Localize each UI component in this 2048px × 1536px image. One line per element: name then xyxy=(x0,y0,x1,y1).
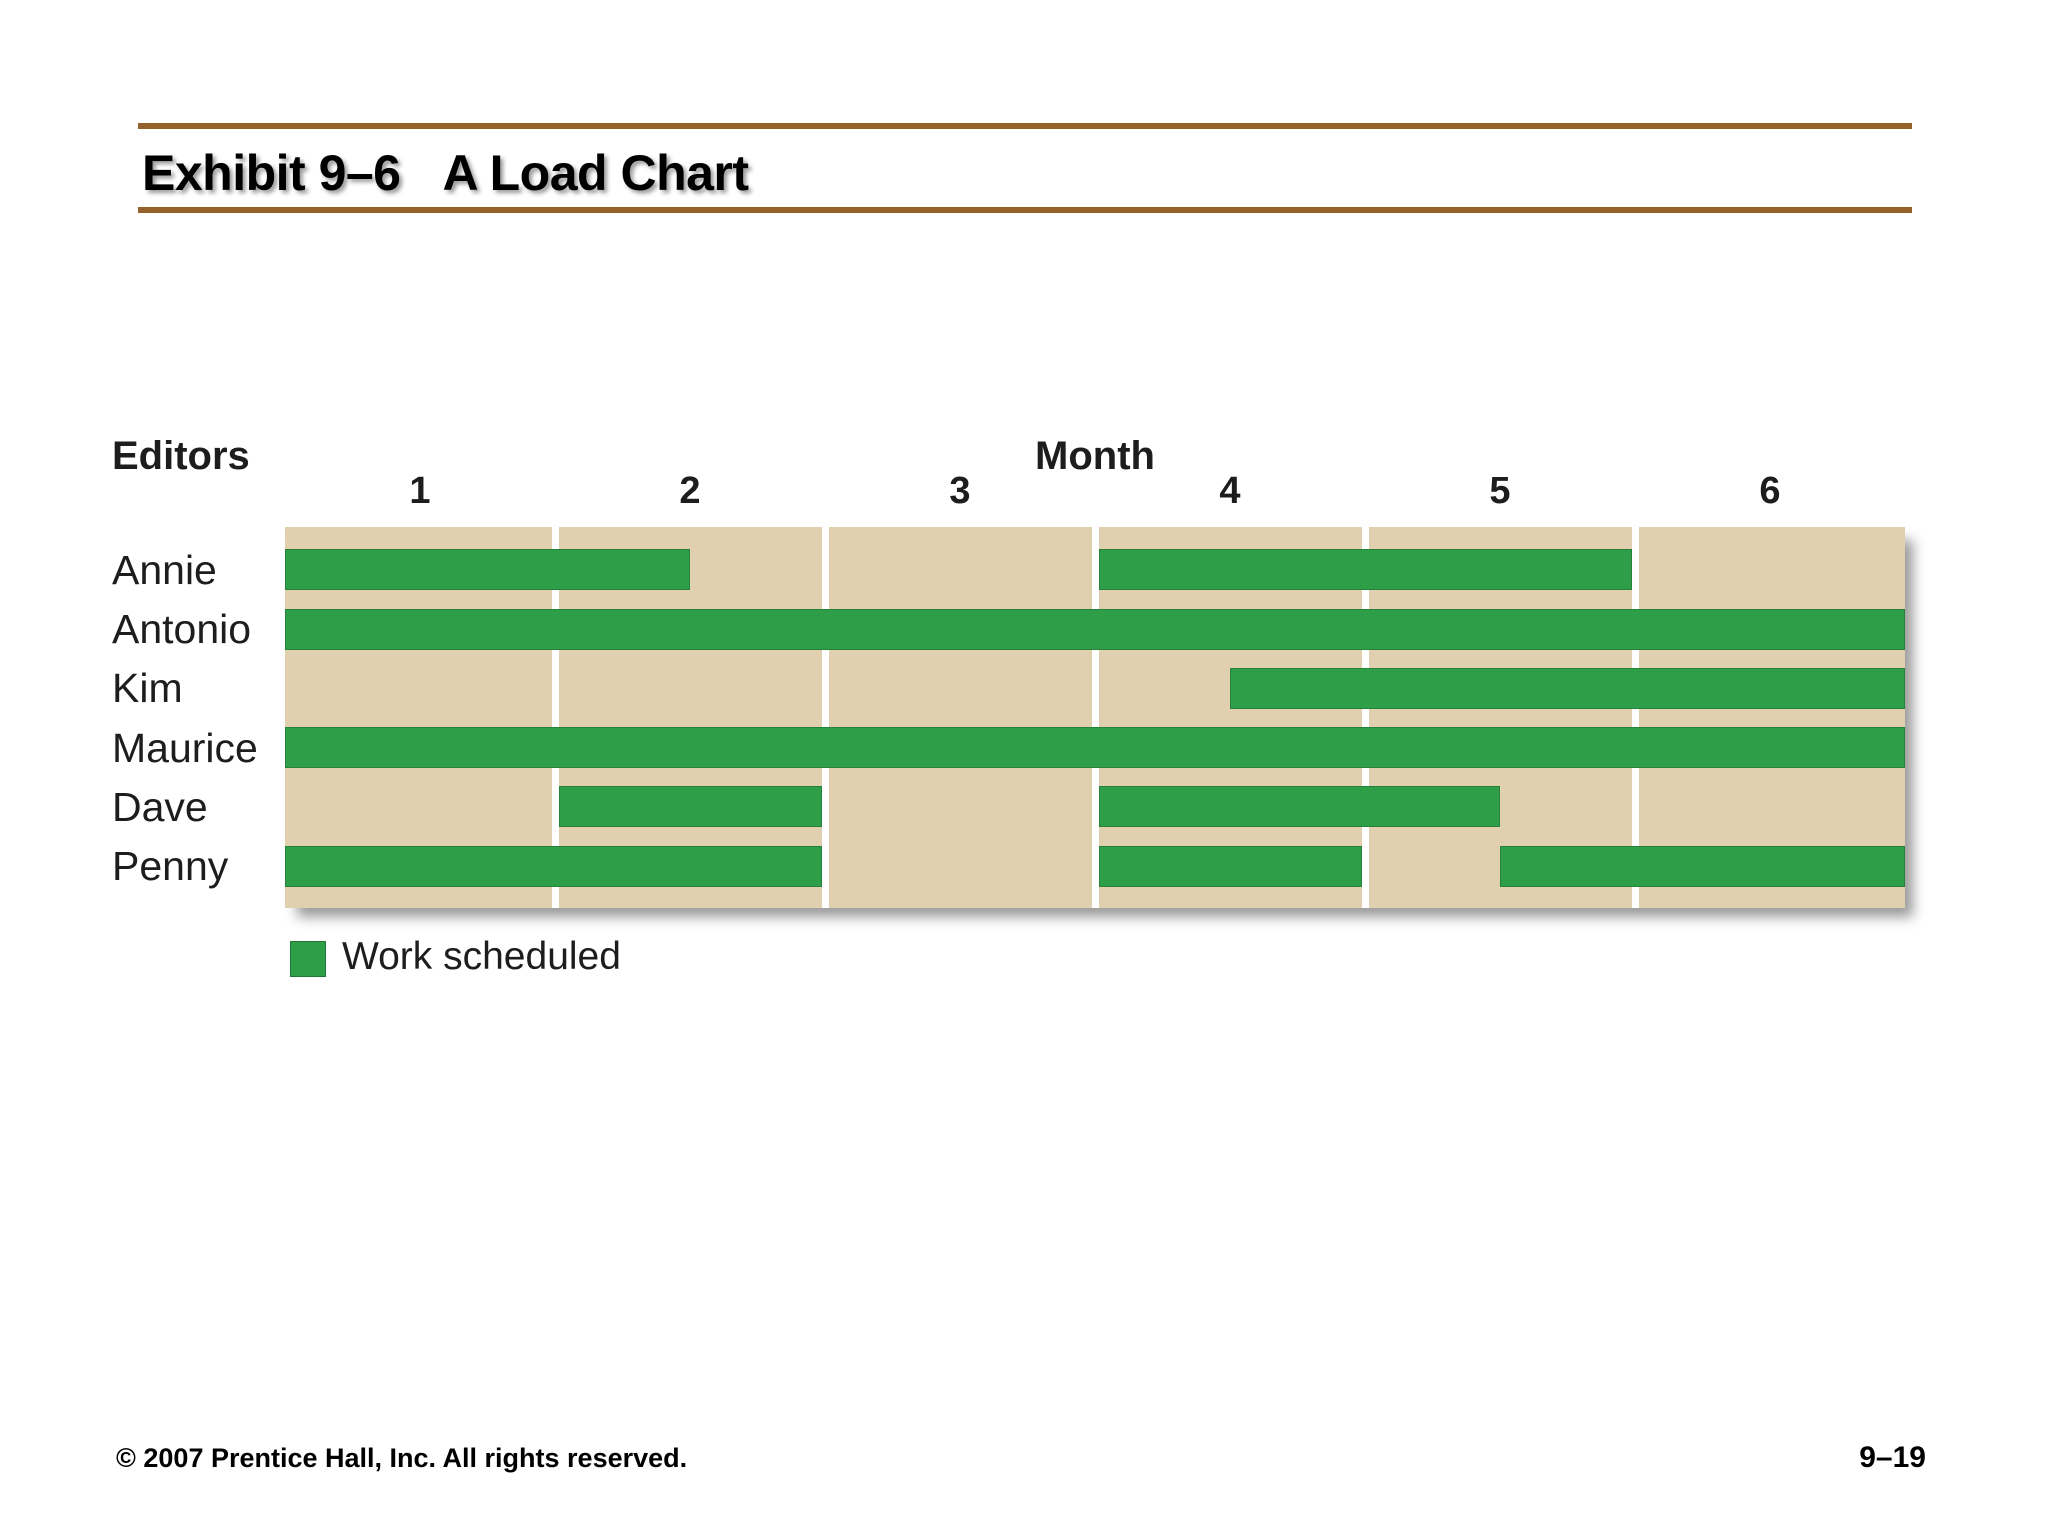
exhibit-title: A Load Chart xyxy=(442,145,750,201)
month-tick: 6 xyxy=(1759,470,1781,512)
exhibit-number: Exhibit 9–6 xyxy=(142,145,401,201)
legend-label: Work scheduled xyxy=(342,935,621,978)
month-separator xyxy=(1361,527,1369,908)
chart-plot-area xyxy=(285,527,1905,908)
month-separator xyxy=(821,527,829,908)
month-tick: 2 xyxy=(679,470,701,512)
work-bar xyxy=(1098,786,1500,828)
editor-label: Penny xyxy=(112,843,229,890)
work-bar xyxy=(285,727,1905,769)
copyright-text: © 2007 Prentice Hall, Inc. All rights re… xyxy=(116,1443,688,1473)
month-separator xyxy=(1091,527,1099,908)
page-title: Exhibit 9–6 A Load Chart xyxy=(142,144,749,202)
work-bar xyxy=(1230,667,1905,709)
work-bar xyxy=(558,786,822,828)
month-tick: 5 xyxy=(1489,470,1511,512)
editor-label: Annie xyxy=(112,546,217,593)
work-bar xyxy=(1500,845,1905,887)
work-bar xyxy=(285,608,1905,650)
month-separator xyxy=(551,527,559,908)
editor-label: Maurice xyxy=(112,724,258,771)
month-tick: 4 xyxy=(1219,470,1241,512)
x-axis-label: Month xyxy=(1035,434,1155,478)
page-number: 9–19 xyxy=(1859,1441,1926,1474)
editor-label: Antonio xyxy=(112,606,252,653)
month-separator xyxy=(1631,527,1639,908)
work-bar xyxy=(285,549,690,591)
title-rule-bottom xyxy=(138,207,1912,213)
y-axis-label: Editors xyxy=(112,434,250,478)
month-tick: 1 xyxy=(409,470,431,512)
work-bar xyxy=(1098,549,1632,591)
editor-label: Kim xyxy=(112,665,183,712)
work-bar xyxy=(1098,845,1362,887)
work-bar xyxy=(285,845,822,887)
legend-swatch-work-scheduled xyxy=(290,941,326,977)
editor-label: Dave xyxy=(112,783,208,830)
month-tick: 3 xyxy=(949,470,971,512)
title-rule-top xyxy=(138,123,1912,129)
